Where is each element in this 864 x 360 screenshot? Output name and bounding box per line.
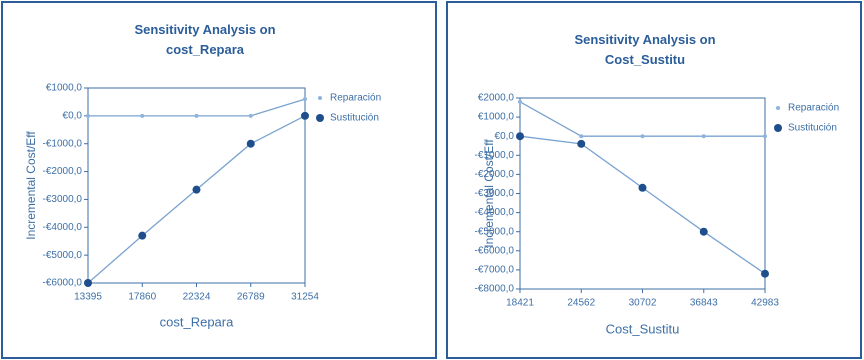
legend-marker xyxy=(318,96,322,100)
data-point xyxy=(516,132,524,141)
data-point xyxy=(138,231,147,240)
x-tick-label: 24562 xyxy=(567,298,595,309)
y-tick-label: -€1000,0 xyxy=(43,138,83,149)
y-tick-label: €1000,0 xyxy=(46,83,83,94)
y-tick-label: €2000,0 xyxy=(478,93,515,104)
data-point xyxy=(192,185,201,194)
x-axis-label: Cost_Sustitu xyxy=(606,321,680,336)
panel-frame xyxy=(446,1,862,359)
y-axis-label: Incremental Cost/Eff xyxy=(24,131,38,240)
data-point xyxy=(301,111,309,120)
series-line xyxy=(87,115,306,284)
x-tick-label: 26789 xyxy=(237,292,265,303)
legend-label: Reparación xyxy=(788,103,839,114)
legend-label: Sustitución xyxy=(788,123,837,134)
y-tick-label: -€7000,0 xyxy=(475,265,515,276)
data-point xyxy=(577,139,586,148)
x-tick-label: 22324 xyxy=(183,292,211,303)
data-point xyxy=(194,113,199,118)
y-tick-label: -€6000,0 xyxy=(43,278,83,289)
y-tick-label: -€2000,0 xyxy=(43,166,83,177)
data-point xyxy=(518,99,522,104)
legend-marker xyxy=(774,124,782,132)
series-line xyxy=(88,98,306,117)
panel-frame xyxy=(1,1,437,359)
data-point xyxy=(699,227,708,236)
x-axis-label: cost_Repara xyxy=(160,314,234,329)
data-point xyxy=(640,134,645,139)
x-tick-label: 42983 xyxy=(751,298,779,309)
y-tick-label: -€4000,0 xyxy=(43,222,83,233)
y-tick-label: -€3000,0 xyxy=(43,194,83,205)
data-point xyxy=(763,134,767,139)
series-line xyxy=(519,101,765,137)
chart-title: Sensitivity Analysis on cost_Repara xyxy=(134,22,276,57)
x-tick-label: 13395 xyxy=(74,292,102,303)
y-tick-label: -€5000,0 xyxy=(43,250,83,261)
y-tick-label: -€8000,0 xyxy=(475,284,515,295)
data-point xyxy=(84,279,92,287)
x-tick-label: 18421 xyxy=(506,298,534,309)
x-tick-label: 36843 xyxy=(690,298,718,309)
data-point xyxy=(140,113,145,118)
legend-label: Sustitución xyxy=(330,113,379,124)
chart-title: Sensitivity Analysis on Cost_Sustitu xyxy=(574,32,716,67)
data-point xyxy=(303,97,307,102)
data-point xyxy=(86,113,90,118)
y-tick-label: -€5000,0 xyxy=(475,226,515,237)
data-point xyxy=(579,134,584,139)
x-tick-label: 30702 xyxy=(629,298,657,309)
y-tick-label: -€6000,0 xyxy=(475,245,515,256)
x-tick-label: 31254 xyxy=(291,292,319,303)
plot-frame xyxy=(519,97,766,290)
data-point xyxy=(246,139,255,148)
data-point xyxy=(701,134,706,139)
y-tick-label: -€1000,0 xyxy=(475,150,515,161)
y-tick-label: -€3000,0 xyxy=(475,188,515,199)
x-tick-label: 17860 xyxy=(128,292,156,303)
y-tick-label: €0,0 xyxy=(63,110,83,121)
data-point xyxy=(761,269,769,278)
y-tick-label: -€2000,0 xyxy=(475,169,515,180)
legend-label: Reparación xyxy=(330,93,381,104)
y-tick-label: -€4000,0 xyxy=(475,207,515,218)
y-tick-label: €0,0 xyxy=(495,131,515,142)
data-point xyxy=(638,183,647,192)
data-point xyxy=(248,113,253,118)
series-line xyxy=(519,135,766,275)
legend-marker xyxy=(316,114,324,122)
y-axis-label: Incremental Cost/Eff xyxy=(482,139,496,248)
y-tick-label: €1000,0 xyxy=(478,112,515,123)
legend-marker xyxy=(776,106,780,110)
